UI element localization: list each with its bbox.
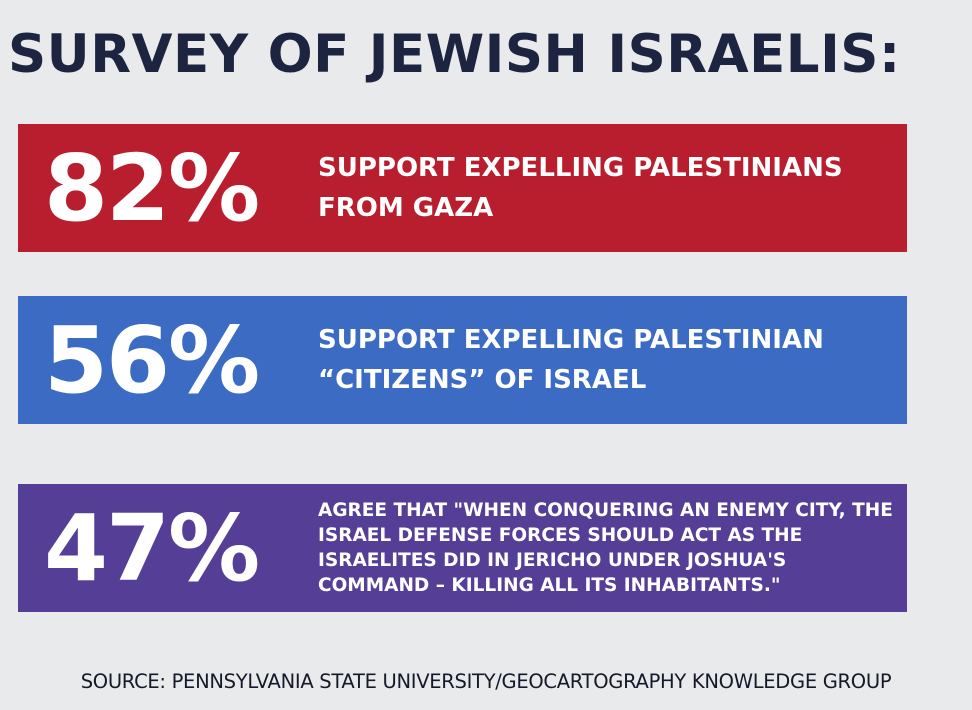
stat-card-jericho: 47% AGREE THAT "WHEN CONQUERING AN ENEMY… <box>18 484 907 612</box>
stat-description: SUPPORT EXPELLING PALESTINIAN “CITIZENS”… <box>318 325 824 395</box>
stat-description: AGREE THAT "WHEN CONQUERING AN ENEMY CIT… <box>318 500 893 596</box>
stat-card-expel-gaza: 82% SUPPORT EXPELLING PALESTINIANS FROM … <box>18 124 907 252</box>
page-title: SURVEY OF JEWISH ISRAELIS: <box>8 24 901 85</box>
stat-percent: 47% <box>44 494 260 602</box>
source-citation: SOURCE: PENNSYLVANIA STATE UNIVERSITY/GE… <box>80 670 892 693</box>
stat-description: SUPPORT EXPELLING PALESTINIANS FROM GAZA <box>318 153 843 223</box>
stat-percent: 82% <box>44 134 260 242</box>
stat-card-expel-citizens: 56% SUPPORT EXPELLING PALESTINIAN “CITIZ… <box>18 296 907 424</box>
stat-percent: 56% <box>44 306 260 414</box>
